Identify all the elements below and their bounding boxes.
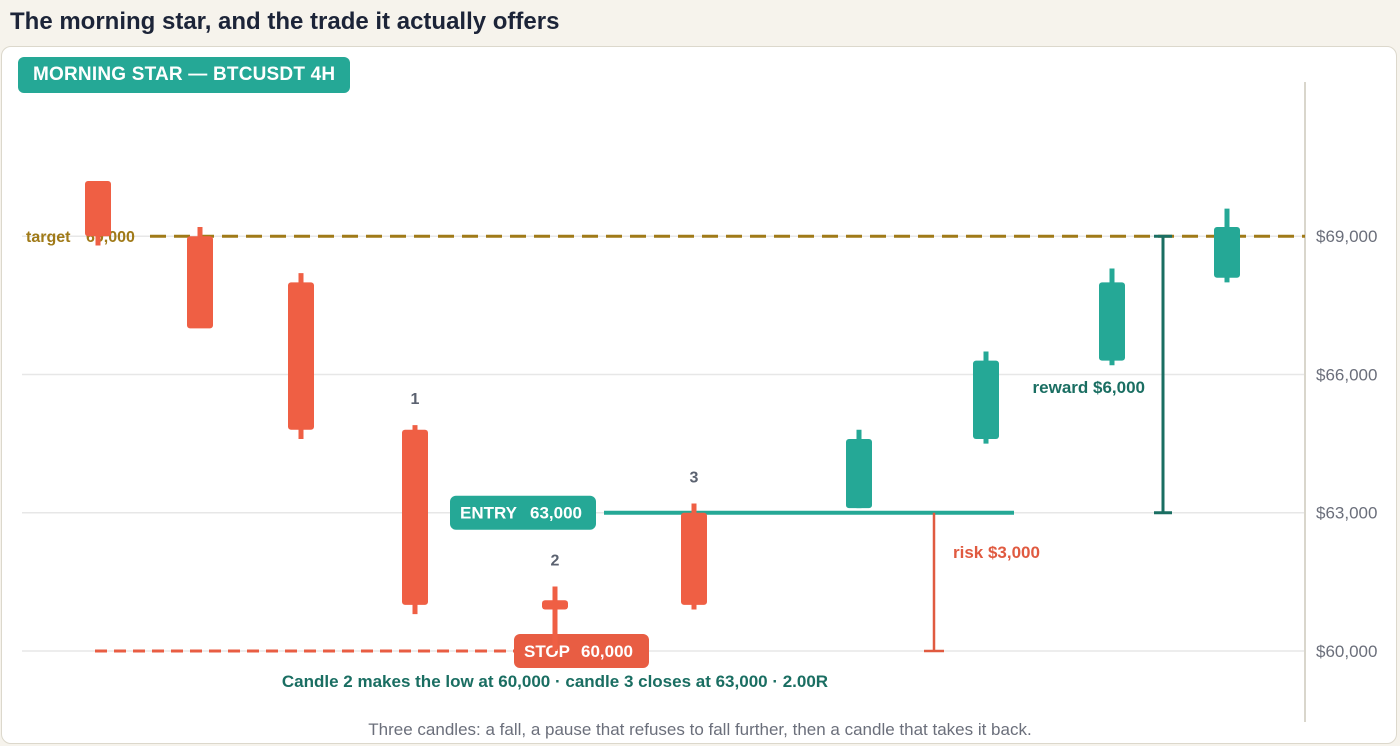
annotations: risk $3,000 reward $6,000 Candle 2 makes t… [282,234,1172,691]
stop-pill [514,633,649,668]
entry-pill [450,495,596,530]
candle-body [846,439,872,509]
candle-body [85,180,111,237]
y-tick-label: $63,000 [1316,504,1377,523]
candle [85,180,111,246]
y-tick-label: $60,000 [1316,642,1377,661]
candle-body [542,600,568,610]
candle-number-label: 1 [411,391,420,408]
candle [846,429,872,509]
candle [973,351,999,444]
candle-number-label: 3 [690,470,699,487]
y-axis: $60,000 $63,000 $66,000 $69,000 [1304,82,1377,722]
candles: 1 2 3 [85,180,1240,651]
candle-body [1099,282,1125,361]
summary-label: Candle 2 makes the low at 60,000 · candl… [282,672,828,691]
candle-body [187,236,213,329]
entry-value: 63,000 [530,504,582,523]
target-label: target [26,229,71,246]
candle-body [1214,227,1240,278]
candle [681,503,707,610]
risk-label: risk $3,000 [953,543,1040,562]
candle [288,273,314,439]
candle [1099,268,1125,366]
y-tick-label: $69,000 [1316,227,1377,246]
candle-number-label: 2 [551,552,560,569]
candle [402,425,428,615]
candle [187,227,213,329]
candle [542,586,568,651]
chart-caption: Three candles: a fall, a pause that refu… [368,720,1032,739]
page-title: The morning star, and the trade it actua… [10,8,560,35]
chart-title-badge: MORNING STAR — BTCUSDT 4H [18,57,351,93]
stop-label: STOP [524,642,570,661]
entry-label: ENTRY [460,504,518,523]
stop-value: 60,000 [581,642,633,661]
candle-body [681,512,707,605]
candle-body [288,282,314,430]
candle-body [402,429,428,605]
candle [1214,208,1240,283]
reward-label: reward $6,000 [1033,378,1145,397]
candle-body [973,360,999,439]
y-tick-label: $66,000 [1316,365,1377,384]
